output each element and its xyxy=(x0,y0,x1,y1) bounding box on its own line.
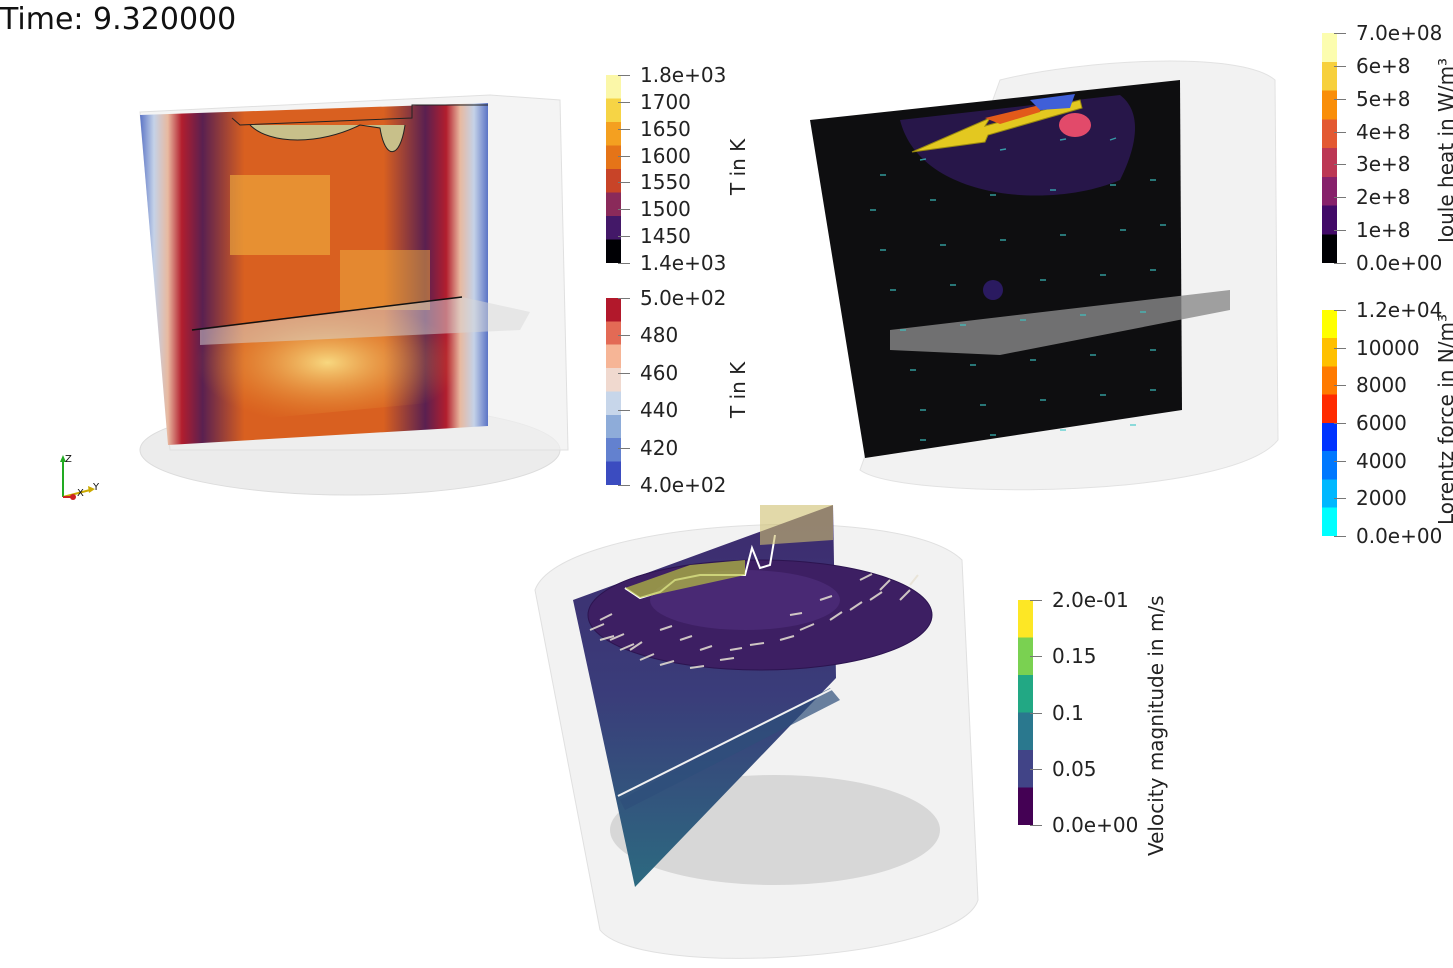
orientation-axes: Z X Y xyxy=(55,452,105,502)
colorbar-tick-label: 460 xyxy=(617,360,679,385)
colorbar-tick-label: 1e+8 xyxy=(1334,218,1411,243)
colorbar-tick-label: 0.0e+00 xyxy=(1333,524,1443,548)
colorbar-title: T in K xyxy=(726,361,750,418)
colorbar-tick-label: 7.0e+08 xyxy=(1333,21,1443,45)
colorbar-title: Velocity magnitude in m/s xyxy=(1144,595,1168,856)
colorbar-tick-label: 0.15 xyxy=(1030,644,1097,669)
colorbar-tick-label: 5e+8 xyxy=(1334,86,1411,111)
colorbar-tick-label: 8000 xyxy=(1334,373,1407,398)
axis-x-label: X xyxy=(77,488,84,499)
temperature-scene[interactable] xyxy=(139,94,569,496)
colorbar-tick-label: 2000 xyxy=(1334,486,1407,511)
colorbar-tick-label: 1650 xyxy=(618,116,691,141)
colorbar-tick-label: 1.2e+04 xyxy=(1333,298,1443,322)
colorbar-tick-label: 3e+8 xyxy=(1334,152,1411,177)
colorbar-tick-label: 2e+8 xyxy=(1334,185,1411,210)
colorbar-tick-label: 0.0e+00 xyxy=(1333,251,1443,275)
colorbar-gradient xyxy=(606,75,621,263)
colorbar-tick-label: 1500 xyxy=(618,197,691,222)
colorbar-tick-label: 420 xyxy=(617,435,679,460)
colorbar-tick-label: 440 xyxy=(617,398,679,423)
colorbar-tick-label: 2.0e-01 xyxy=(1030,588,1129,612)
joule-lorentz-scene[interactable] xyxy=(810,60,1279,491)
colorbar-tick-label: 1600 xyxy=(618,143,691,168)
colorbar-title: T in K xyxy=(726,138,750,195)
colorbar-tick-label: 480 xyxy=(617,323,679,348)
colorbar-tick-label: 4000 xyxy=(1334,448,1407,473)
colorbar-tick-label: 0.0e+00 xyxy=(1029,813,1139,837)
colorbar-tick-label: 6e+8 xyxy=(1334,53,1411,78)
colorbar-tick-label: 1700 xyxy=(618,89,691,114)
axis-y-label: Y xyxy=(93,482,100,493)
colorbar-tick-label: 5.0e+02 xyxy=(617,286,727,310)
colorbar-tick-label: 0.05 xyxy=(1030,756,1097,781)
colorbar-gradient xyxy=(606,298,621,485)
colorbar-title: Lorentz force in N/m³ xyxy=(1434,314,1453,525)
colorbar-tick-label: 1.4e+03 xyxy=(617,251,727,275)
colorbar-tick-label: 4e+8 xyxy=(1334,119,1411,144)
colorbar-title: Joule heat in W/m³ xyxy=(1434,57,1453,243)
axis-z-label: Z xyxy=(65,454,72,465)
colorbar-tick-label: 1.8e+03 xyxy=(617,63,727,87)
colorbar-gradient xyxy=(1018,600,1033,825)
colorbar-gradient xyxy=(1322,33,1337,263)
colorbar-tick-label: 6000 xyxy=(1334,411,1407,435)
colorbar-tick-label: 1550 xyxy=(618,170,691,195)
colorbar-tick-label: 0.1 xyxy=(1030,700,1084,725)
colorbar-tick-label: 4.0e+02 xyxy=(617,473,727,497)
colorbar-gradient xyxy=(1322,310,1337,536)
colorbar-tick-label: 10000 xyxy=(1334,335,1420,360)
time-label: Time: 9.320000 xyxy=(0,2,237,37)
colorbar-tick-label: 1450 xyxy=(618,224,691,249)
velocity-scene[interactable] xyxy=(534,505,979,959)
